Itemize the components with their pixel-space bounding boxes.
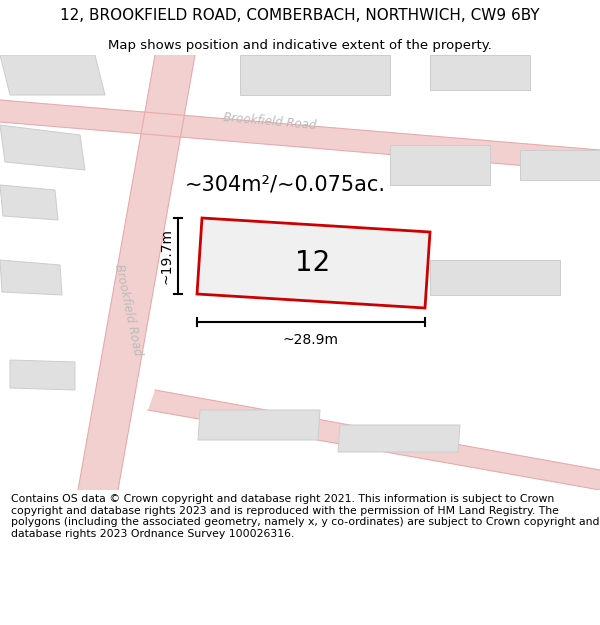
Polygon shape <box>0 260 62 295</box>
Text: 12, BROOKFIELD ROAD, COMBERBACH, NORTHWICH, CW9 6BY: 12, BROOKFIELD ROAD, COMBERBACH, NORTHWI… <box>60 8 540 23</box>
Text: ~304m²/~0.075ac.: ~304m²/~0.075ac. <box>185 175 386 195</box>
Text: Contains OS data © Crown copyright and database right 2021. This information is : Contains OS data © Crown copyright and d… <box>11 494 599 539</box>
Polygon shape <box>390 145 490 185</box>
Polygon shape <box>0 100 600 172</box>
Polygon shape <box>78 55 195 490</box>
Text: 12: 12 <box>295 249 331 277</box>
Polygon shape <box>148 390 600 490</box>
Polygon shape <box>0 125 85 170</box>
Polygon shape <box>430 55 530 90</box>
Polygon shape <box>338 425 460 452</box>
Polygon shape <box>430 260 560 295</box>
Polygon shape <box>198 410 320 440</box>
Text: Brookfield Road: Brookfield Road <box>112 263 144 357</box>
Text: Brookfield Road: Brookfield Road <box>223 111 317 132</box>
Polygon shape <box>240 55 390 95</box>
Polygon shape <box>197 218 430 308</box>
Polygon shape <box>0 55 105 95</box>
Polygon shape <box>0 185 58 220</box>
Text: ~19.7m: ~19.7m <box>159 228 173 284</box>
Polygon shape <box>520 150 600 180</box>
Text: ~28.9m: ~28.9m <box>283 333 339 347</box>
Text: Map shows position and indicative extent of the property.: Map shows position and indicative extent… <box>108 39 492 52</box>
Polygon shape <box>10 360 75 390</box>
